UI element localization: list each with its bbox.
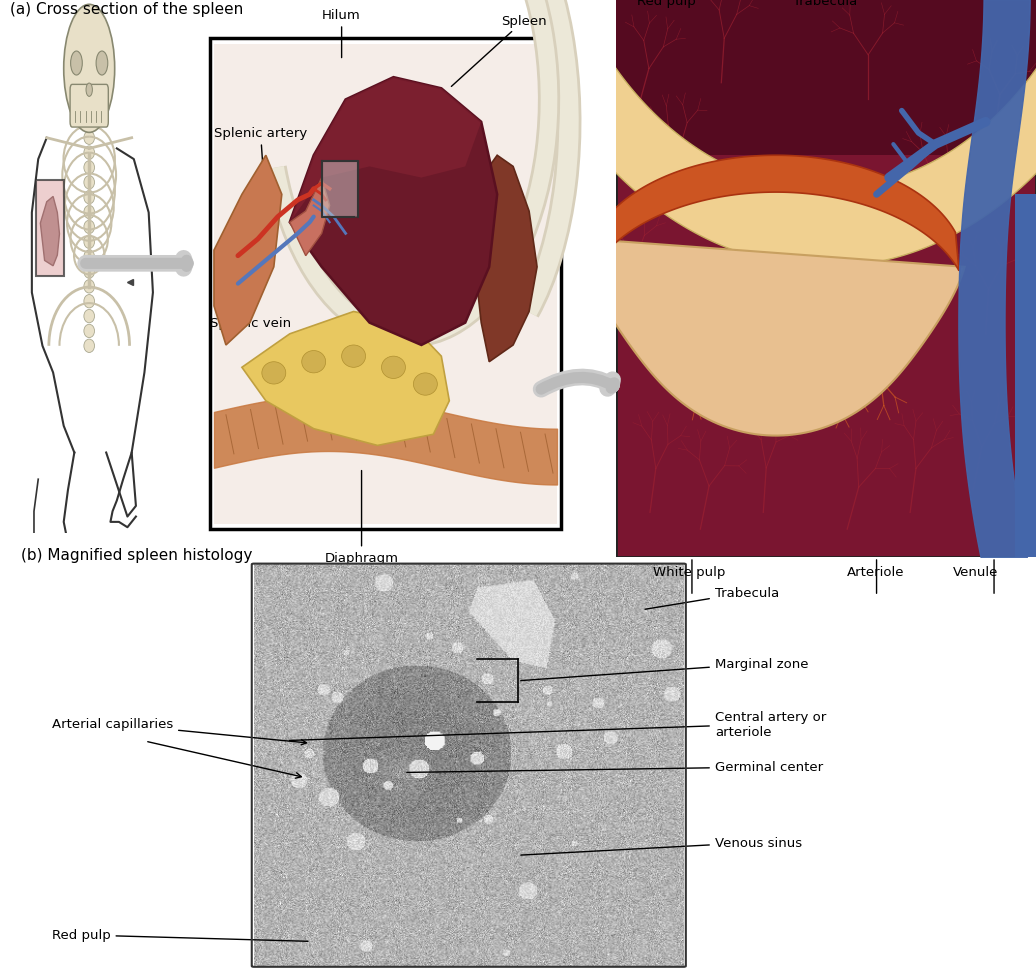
Text: Hilum: Hilum [322,10,361,59]
Polygon shape [499,0,1036,268]
FancyBboxPatch shape [214,45,557,524]
Circle shape [63,5,115,133]
Ellipse shape [84,266,94,279]
Ellipse shape [70,52,82,76]
Ellipse shape [262,363,286,384]
Ellipse shape [301,351,325,374]
Polygon shape [473,156,537,363]
Ellipse shape [381,357,405,379]
Ellipse shape [84,221,94,235]
Text: Central artery or
arteriole: Central artery or arteriole [289,710,826,740]
Ellipse shape [84,281,94,293]
FancyBboxPatch shape [616,0,1036,156]
Polygon shape [593,156,959,272]
Text: (a) Cross section of the spleen: (a) Cross section of the spleen [10,2,243,17]
FancyBboxPatch shape [1015,196,1036,557]
Ellipse shape [84,206,94,219]
Ellipse shape [84,132,94,146]
Text: Venule: Venule [953,565,999,578]
Ellipse shape [84,325,94,338]
Ellipse shape [84,250,94,264]
Text: Spleen: Spleen [452,15,547,87]
Text: Splenic vein: Splenic vein [210,259,291,330]
Ellipse shape [96,52,108,76]
Text: Splenic artery: Splenic artery [214,127,308,209]
Polygon shape [214,156,282,345]
Ellipse shape [84,310,94,324]
Text: Trabecula: Trabecula [645,587,779,609]
Ellipse shape [84,176,94,190]
Ellipse shape [84,147,94,160]
Polygon shape [290,78,482,223]
Ellipse shape [84,192,94,204]
Text: Red pulp: Red pulp [637,0,696,8]
Ellipse shape [84,339,94,353]
Polygon shape [290,78,497,345]
Text: Marginal zone: Marginal zone [521,657,808,681]
Polygon shape [40,198,59,267]
Text: Trabecula: Trabecula [793,0,857,8]
Text: (b) Magnified spleen histology: (b) Magnified spleen histology [21,548,252,562]
FancyBboxPatch shape [36,181,64,277]
Ellipse shape [413,374,437,396]
Text: Venous sinus: Venous sinus [521,836,802,855]
Text: Diaphragm: Diaphragm [324,471,399,565]
FancyBboxPatch shape [322,161,357,217]
Text: Red pulp: Red pulp [52,928,308,942]
Text: Germinal center: Germinal center [407,761,823,774]
FancyBboxPatch shape [616,0,1036,557]
Polygon shape [242,312,450,446]
Polygon shape [582,240,965,436]
Ellipse shape [86,84,92,97]
Text: White pulp: White pulp [653,565,725,578]
FancyBboxPatch shape [210,39,562,530]
Polygon shape [290,178,329,256]
Ellipse shape [84,295,94,309]
FancyBboxPatch shape [70,85,109,128]
Ellipse shape [84,236,94,249]
Text: Arteriole: Arteriole [846,565,904,578]
Ellipse shape [84,161,94,175]
Ellipse shape [342,345,366,368]
Text: Arterial capillaries: Arterial capillaries [52,718,307,745]
